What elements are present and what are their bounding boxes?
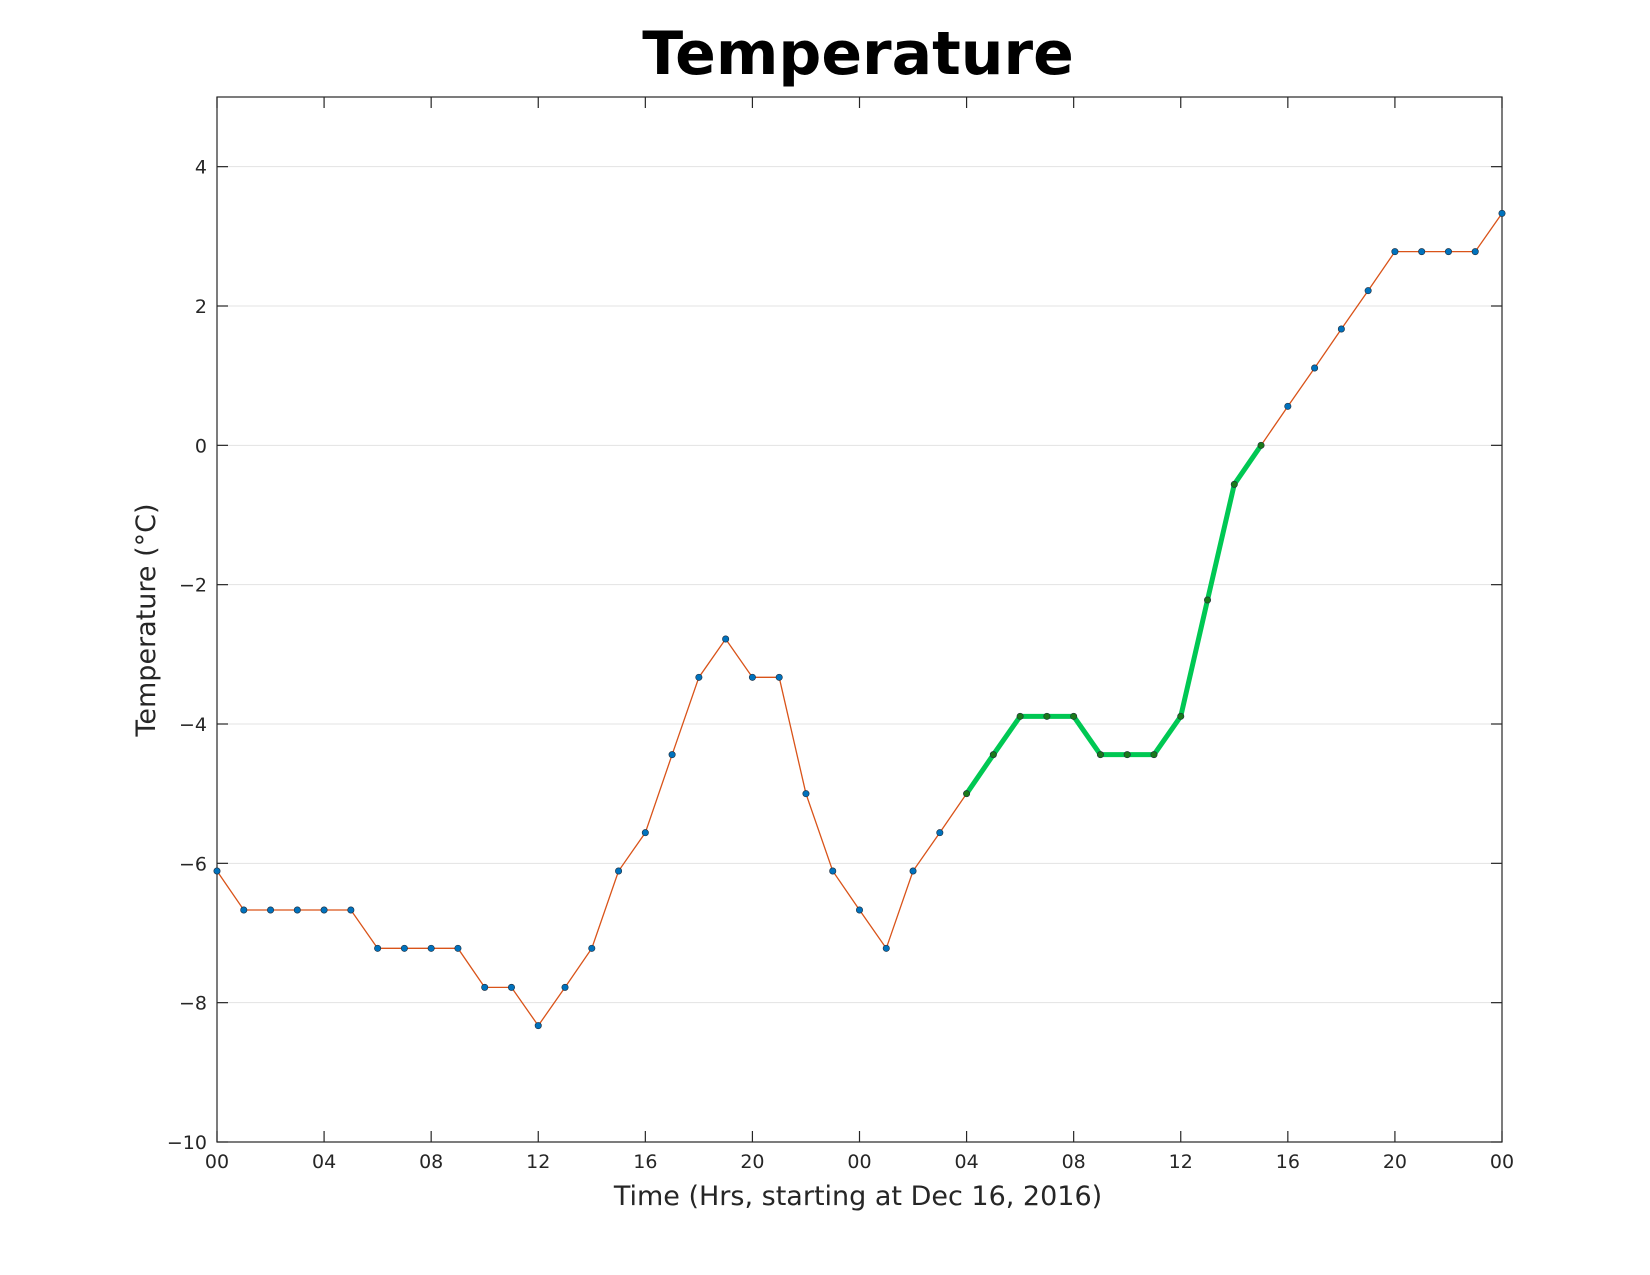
x-tick-label: 08 [1062, 1151, 1086, 1173]
x-axis-tick-labels: 00 04 08 12 16 20 00 04 08 12 16 20 00 [205, 1151, 1514, 1173]
highlight-point [1230, 480, 1238, 488]
series-layer [213, 209, 1506, 1030]
highlight-point [1123, 751, 1131, 759]
data-point [293, 906, 301, 914]
y-tick-label: −4 [179, 714, 207, 736]
x-tick-label: 00 [205, 1151, 229, 1173]
data-point [695, 673, 703, 681]
data-point [1364, 287, 1372, 295]
data-point [267, 906, 275, 914]
data-point [1391, 248, 1399, 256]
data-point [1311, 364, 1319, 372]
data-point [829, 867, 837, 875]
highlight-point [1257, 441, 1265, 449]
data-point [1444, 248, 1452, 256]
highlight-point [1177, 712, 1185, 720]
y-axis-tick-labels: −10 −8 −6 −4 −2 0 2 4 [167, 157, 207, 1154]
data-point [588, 944, 596, 952]
data-point [748, 673, 756, 681]
data-point [615, 867, 623, 875]
x-axis-label: Time (Hrs, starting at Dec 16, 2016) [613, 1181, 1102, 1212]
y-tick-label: −2 [179, 575, 207, 597]
x-tick-label: 00 [1490, 1151, 1514, 1173]
highlight-point [1150, 751, 1158, 759]
highlight-point [1204, 596, 1212, 604]
x-tick-label: 20 [740, 1151, 764, 1173]
x-tick-label: 16 [633, 1151, 657, 1173]
x-tick-label: 04 [954, 1151, 978, 1173]
data-point [1498, 209, 1506, 217]
x-tick-label: 16 [1276, 1151, 1300, 1173]
y-tick-label: 0 [195, 435, 207, 457]
x-tick-label: 12 [526, 1151, 550, 1173]
data-point [507, 983, 515, 991]
data-point [641, 829, 649, 837]
y-tick-label: −8 [179, 993, 207, 1015]
data-point [454, 944, 462, 952]
data-point [320, 906, 328, 914]
data-point [481, 983, 489, 991]
data-point [668, 751, 676, 759]
highlight-point [963, 790, 971, 798]
data-point [1337, 325, 1345, 333]
data-point [882, 944, 890, 952]
data-point [855, 906, 863, 914]
highlight-point [989, 751, 997, 759]
y-tick-label: −6 [179, 853, 207, 875]
x-tick-label: 08 [419, 1151, 443, 1173]
data-point [427, 944, 435, 952]
data-point [909, 867, 917, 875]
x-tick-label: 12 [1169, 1151, 1193, 1173]
grid-lines [217, 166, 1502, 1004]
data-point [1471, 248, 1479, 256]
highlight-point [1043, 712, 1051, 720]
highlight-line [964, 443, 1264, 796]
data-point [802, 790, 810, 798]
chart-title: Temperature [642, 19, 1074, 89]
highlight-point [1016, 712, 1024, 720]
data-point [213, 867, 221, 875]
y-tick-label: 2 [195, 296, 207, 318]
data-point [722, 635, 730, 643]
tick-marks [216, 97, 1503, 1143]
highlight-point [1070, 712, 1078, 720]
data-point [1284, 402, 1292, 410]
x-tick-label: 20 [1383, 1151, 1407, 1173]
data-point [775, 673, 783, 681]
y-tick-label: 4 [195, 157, 207, 179]
data-point [374, 944, 382, 952]
x-tick-label: 04 [312, 1151, 336, 1173]
data-point [561, 983, 569, 991]
y-tick-label: −10 [167, 1132, 207, 1154]
data-point [534, 1022, 542, 1030]
y-axis-label: Temperature (°C) [131, 503, 162, 737]
data-point [347, 906, 355, 914]
x-tick-label: 00 [847, 1151, 871, 1173]
data-point [240, 906, 248, 914]
data-point [400, 944, 408, 952]
highlight-point [1096, 751, 1104, 759]
data-point [1418, 248, 1426, 256]
data-point [936, 829, 944, 837]
